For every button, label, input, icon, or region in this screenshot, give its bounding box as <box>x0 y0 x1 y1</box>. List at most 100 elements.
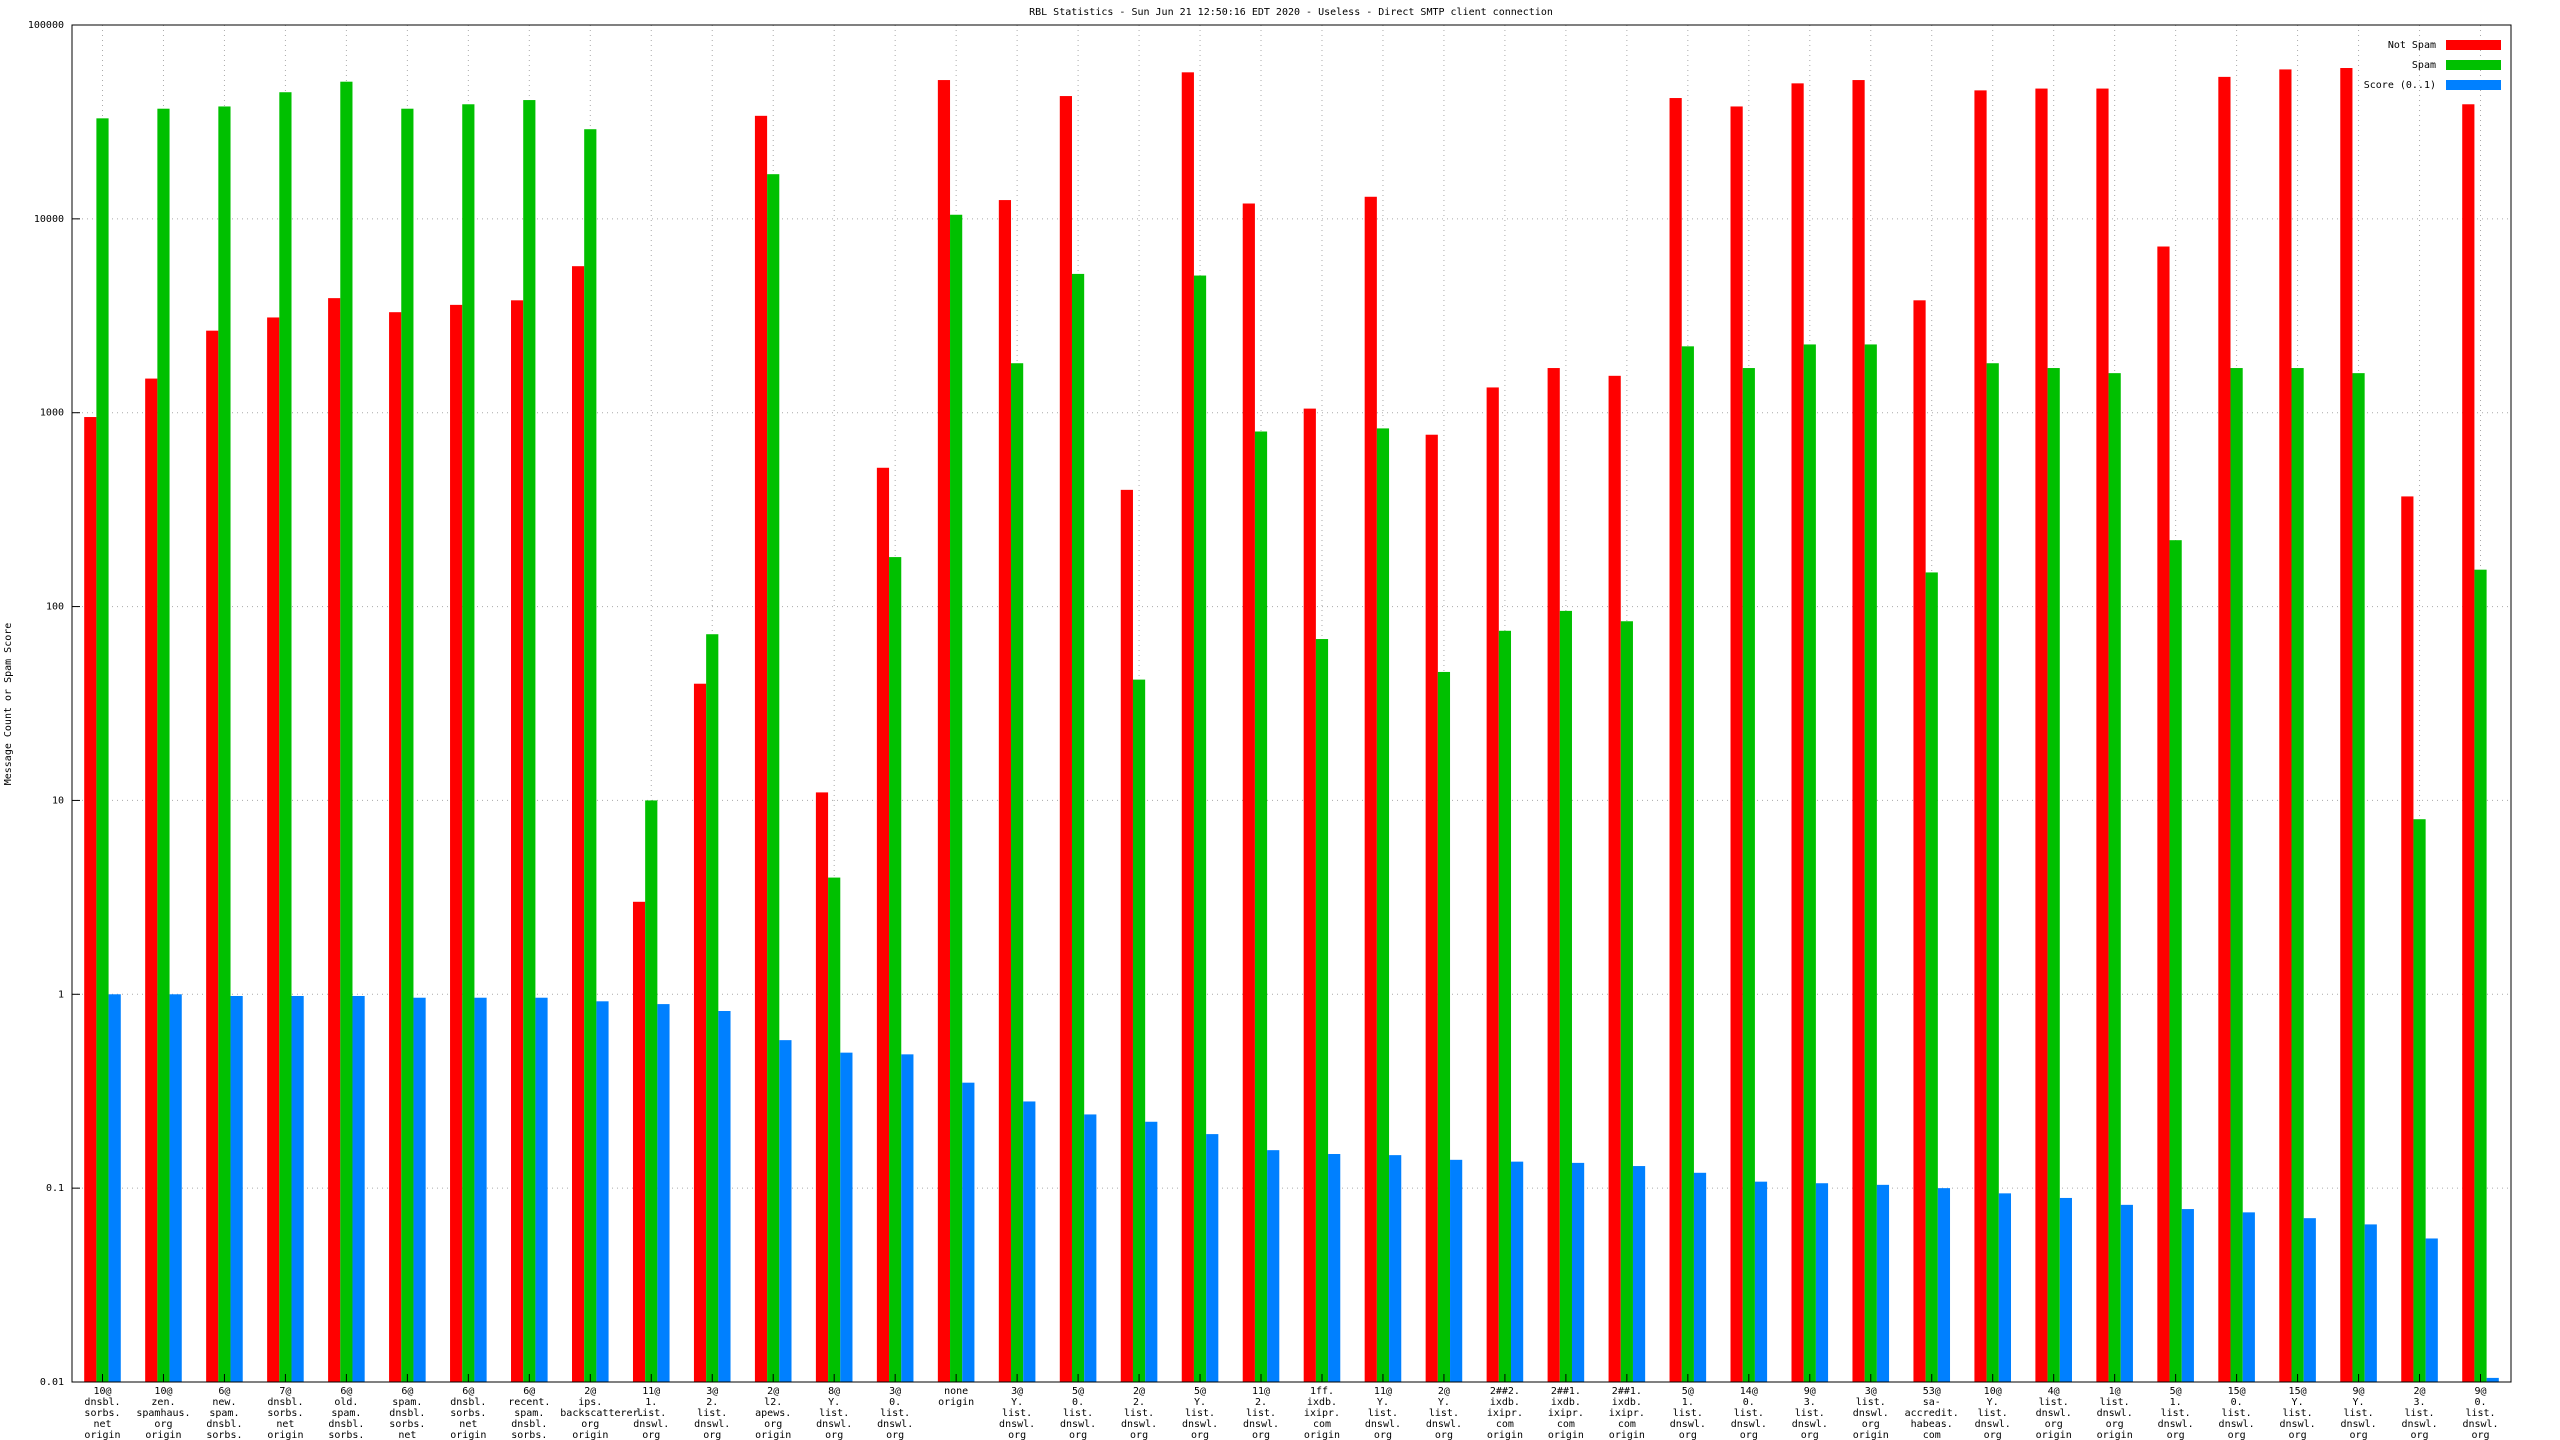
bar <box>1084 1114 1097 1382</box>
bar <box>2462 104 2475 1383</box>
bar <box>401 108 414 1383</box>
bar <box>2059 1197 2072 1382</box>
bar <box>1608 375 1621 1382</box>
x-tick-label: 11@ 2. list. dnswl. org origin <box>1242 1386 1280 1440</box>
bar <box>145 378 158 1382</box>
bar <box>2303 1218 2316 1382</box>
bar <box>876 467 890 1383</box>
x-tick-label: 9@ 3. list. dnswl. org origin <box>1791 1386 1828 1440</box>
bar <box>937 80 951 1382</box>
bar <box>1254 431 1268 1382</box>
bar <box>340 81 353 1383</box>
legend-label: Not Spam <box>2388 40 2436 51</box>
bar <box>828 877 841 1382</box>
bar <box>754 115 768 1382</box>
x-tick-label: 5@ 1. list. dnswl. org origin <box>2157 1386 2194 1440</box>
x-tick-label: none origin <box>938 1386 975 1408</box>
y-tick-label: 1 <box>58 989 64 1000</box>
x-tick-label: 5@ 0. list. dnswl. org origin <box>1060 1386 1097 1440</box>
x-tick-label: 9@ Y. list. dnswl. org origin <box>2340 1386 2377 1440</box>
bar <box>1669 98 1682 1383</box>
bar <box>1071 273 1085 1383</box>
bar <box>84 417 97 1382</box>
bar <box>632 901 646 1382</box>
legend-swatch <box>2446 80 2501 90</box>
bar <box>2425 1238 2438 1382</box>
bar <box>779 1040 792 1382</box>
bar <box>1754 1181 1768 1382</box>
legend-swatch <box>2446 40 2501 50</box>
bar <box>328 298 341 1382</box>
bar <box>1803 344 1816 1383</box>
bar <box>998 200 1012 1383</box>
bar <box>1876 1184 1890 1382</box>
x-tick-label: 10@ dnsbl. sorbs. net origin <box>84 1386 121 1440</box>
bar <box>2096 88 2109 1383</box>
bar <box>2218 76 2231 1382</box>
x-tick-label: 11@ Y. list. dnswl. org origin <box>1364 1386 1402 1440</box>
bar <box>1998 1193 2012 1382</box>
bar <box>657 1004 670 1382</box>
bar <box>413 997 426 1382</box>
bar <box>1986 363 1999 1382</box>
bar <box>474 997 487 1382</box>
bar <box>1059 96 1072 1382</box>
bar <box>1913 300 1926 1382</box>
bar <box>1937 1188 1951 1382</box>
x-tick-label: 5@ 1. list. dnswl. org origin <box>1669 1386 1706 1440</box>
x-tick-label: 7@ dnsbl. sorbs. net origin <box>267 1386 304 1440</box>
bar <box>108 994 121 1382</box>
x-tick-label: 2@ ips. backscatterer. org origin <box>560 1386 645 1440</box>
bar <box>1303 408 1316 1383</box>
bar <box>1571 1162 1585 1382</box>
bar <box>1450 1159 1463 1382</box>
bar <box>450 304 463 1382</box>
bar <box>2352 373 2365 1382</box>
chart-title: RBL Statistics - Sun Jun 21 12:50:16 EDT… <box>1029 7 1553 18</box>
bar <box>1425 434 1438 1382</box>
bar <box>962 1082 975 1382</box>
x-tick-label: 3@ list. dnswl. org origin <box>1852 1386 1889 1440</box>
bar <box>169 994 182 1382</box>
bar <box>1145 1121 1158 1382</box>
bar <box>1242 203 1255 1382</box>
bar <box>1498 630 1512 1382</box>
bar <box>1120 489 1133 1382</box>
bar <box>2291 368 2304 1382</box>
y-tick-label: 1000 <box>40 408 64 419</box>
bar <box>1815 1183 1829 1382</box>
bar <box>2169 540 2182 1382</box>
y-tick-label: 0.1 <box>46 1183 64 1194</box>
bar <box>2413 819 2426 1382</box>
y-tick-label: 100000 <box>28 20 64 31</box>
bar <box>1437 671 1451 1382</box>
bar <box>1267 1150 1280 1382</box>
bar <box>1132 679 1146 1382</box>
x-tick-label: 11@ 1. list. dnswl. org origin <box>633 1386 670 1440</box>
bar <box>1632 1166 1646 1382</box>
y-axis-label: Message Count or Spam Score <box>3 623 14 786</box>
x-tick-label: 15@ Y. list. dnswl. org origin <box>2279 1386 2316 1440</box>
bar <box>535 997 548 1382</box>
x-tick-label: 2@ 3. list. dnswl. org origin <box>2401 1386 2438 1440</box>
x-tick-label: 3@ 0. list. dnswl. org origin <box>877 1386 914 1440</box>
bar <box>706 634 719 1382</box>
bar <box>815 792 829 1382</box>
bar <box>584 129 597 1382</box>
bar <box>1376 428 1390 1382</box>
bar <box>2157 246 2170 1382</box>
x-tick-label: 8@ Y. list. dnswl. org origin <box>816 1386 853 1440</box>
x-tick-label: 2@ Y. list. dnswl. org origin <box>1425 1386 1462 1440</box>
x-tick-label: 6@ new. spam. dnsbl. sorbs. net origin <box>206 1386 243 1440</box>
bar <box>1364 196 1377 1382</box>
bar <box>2120 1204 2133 1382</box>
bar <box>1389 1155 1402 1382</box>
x-tick-label: 14@ 0. list. dnswl. org origin <box>1730 1386 1767 1440</box>
bar <box>218 106 231 1383</box>
bar <box>2474 569 2487 1382</box>
bar <box>1693 1172 1707 1382</box>
x-tick-label: 2##1. ixdb. ixipr. com origin <box>1547 1386 1584 1440</box>
bar <box>2181 1209 2194 1382</box>
bar <box>462 104 475 1383</box>
